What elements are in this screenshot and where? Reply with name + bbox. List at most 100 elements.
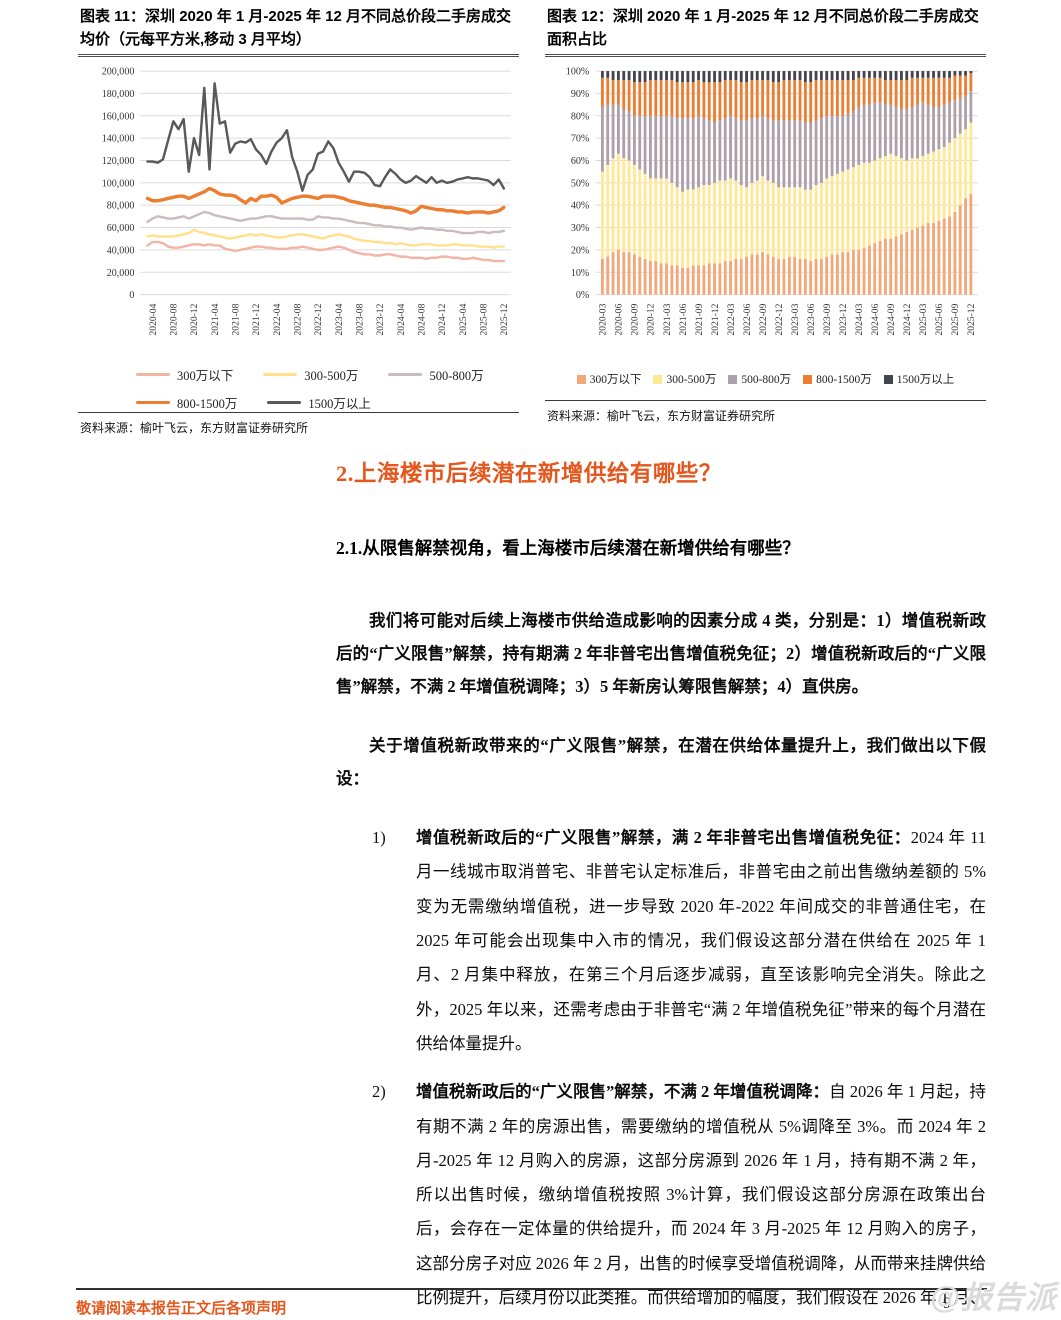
svg-text:2022-12: 2022-12 <box>313 303 324 335</box>
svg-text:2022-06: 2022-06 <box>742 303 753 335</box>
svg-text:80%: 80% <box>571 111 590 122</box>
legend-label: 800-1500万 <box>816 374 872 387</box>
list-item-2: 2) 增值税新政后的“广义限售”解禁，不满 2 年增值税调降：自 2026 年 … <box>336 1075 986 1320</box>
legend-label: 300-500万 <box>304 369 359 384</box>
svg-text:60%: 60% <box>571 156 590 167</box>
legend-swatch <box>728 374 738 384</box>
svg-text:2021-09: 2021-09 <box>694 303 705 335</box>
subsection-heading: 2.1.从限售解禁视角，看上海楼市后续潜在新增供给有哪些？ <box>336 538 800 558</box>
svg-text:2025-08: 2025-08 <box>478 303 489 335</box>
svg-text:2025-06: 2025-06 <box>934 303 945 335</box>
footer-divider <box>76 1288 987 1290</box>
legend-swatch <box>883 374 893 384</box>
svg-text:200,000: 200,000 <box>102 67 135 78</box>
svg-text:2022-09: 2022-09 <box>758 303 769 335</box>
svg-text:2021-03: 2021-03 <box>662 303 673 335</box>
legend-label: 300万以下 <box>589 374 642 387</box>
item-1-lead: 增值税新政后的“广义限售”解禁，满 2 年非普宅出售增值税免征： <box>416 828 911 847</box>
svg-text:2024-04: 2024-04 <box>396 303 407 335</box>
legend-label: 300-500万 <box>666 374 717 387</box>
svg-text:2023-06: 2023-06 <box>806 303 817 335</box>
legend-item: 500-800万 <box>728 371 791 387</box>
svg-text:2024-08: 2024-08 <box>416 303 427 335</box>
svg-text:40%: 40% <box>571 201 590 212</box>
svg-text:180,000: 180,000 <box>102 89 135 100</box>
svg-text:90%: 90% <box>571 89 590 100</box>
svg-text:2023-03: 2023-03 <box>790 303 801 335</box>
item-1-number: 1) <box>372 828 386 847</box>
svg-text:2024-12: 2024-12 <box>437 303 448 335</box>
figure-11: 图表 11：深圳 2020 年 1 月-2025 年 12 月不同总价段二手房成… <box>78 6 519 435</box>
item-1-text: 增值税新政后的“广义限售”解禁，满 2 年非普宅出售增值税免征：2024 年 1… <box>416 821 986 1061</box>
legend-item: 300-500万 <box>263 365 358 384</box>
legend-label: 500-800万 <box>741 374 792 387</box>
item-1-body: 2024 年 11 月一线城市取消普宅、非普宅认定标准后，非普宅由之前出售缴纳差… <box>416 828 987 1053</box>
svg-text:50%: 50% <box>571 178 590 189</box>
area-share-stacked-bar-chart: 0% 10% 20% 30% 40% 50% 60% 70% 80% 90% 100% 2020-03… <box>545 61 986 363</box>
svg-text:2020-03: 2020-03 <box>598 303 609 335</box>
legend-item: 300万以下 <box>576 371 642 387</box>
footer: 9 敬请阅读本报告正文后各项声明 <box>76 1288 987 1318</box>
svg-text:80,000: 80,000 <box>107 201 135 212</box>
svg-text:70%: 70% <box>571 134 590 145</box>
legend-item: 300万以下 <box>136 365 233 384</box>
svg-text:30%: 30% <box>571 223 590 234</box>
figure-12: 图表 12：深圳 2020 年 1 月-2025 年 12 月不同总价段二手房成… <box>545 6 986 426</box>
svg-text:0: 0 <box>129 290 134 301</box>
legend-label: 1500万以上 <box>896 374 955 387</box>
svg-text:40,000: 40,000 <box>107 245 135 256</box>
figure-11-source-note: 资料来源：榆叶飞云，东方财富证券研究所 <box>78 412 519 438</box>
svg-text:2020-08: 2020-08 <box>169 303 180 335</box>
svg-text:100,000: 100,000 <box>102 178 135 189</box>
svg-text:2020-04: 2020-04 <box>148 303 159 335</box>
legend-item: 1500万以上 <box>267 393 371 412</box>
svg-text:2020-12: 2020-12 <box>189 303 200 335</box>
legend-item: 800-1500万 <box>136 393 237 412</box>
svg-text:0%: 0% <box>576 290 590 301</box>
footer-disclaimer: 敬请阅读本报告正文后各项声明 <box>76 1300 287 1317</box>
section-2-content: 2.上海楼市后续潜在新增供给有哪些？ 2.1.从限售解禁视角，看上海楼市后续潜在… <box>336 456 986 1320</box>
svg-text:140,000: 140,000 <box>102 134 135 145</box>
legend-swatch <box>576 374 586 384</box>
watermark: @报告派 <box>929 1280 1057 1315</box>
svg-text:2021-08: 2021-08 <box>230 303 241 335</box>
item-2-number: 2) <box>372 1082 386 1102</box>
legend-swatch <box>653 374 663 384</box>
legend-label: 500-800万 <box>429 369 484 384</box>
svg-text:2022-03: 2022-03 <box>726 303 737 335</box>
item-2-text: 增值税新政后的“广义限售”解禁，不满 2 年增值税调降：自 2026 年 1 月… <box>416 1075 986 1320</box>
paragraph-assumption-intro: 关于增值税新政带来的“广义限售”解禁，在潜在供给体量提升上，我们做出以下假设： <box>336 736 986 788</box>
legend-label: 300万以下 <box>177 369 234 384</box>
svg-text:120,000: 120,000 <box>102 156 135 167</box>
legend-swatch <box>388 372 423 377</box>
legend-label: 1500万以上 <box>308 397 371 412</box>
svg-text:2025-04: 2025-04 <box>458 303 469 335</box>
line-chart-legend: 300万以下 300-500万 500-800万 800-1500万 1500万以上 <box>78 365 519 412</box>
svg-text:60,000: 60,000 <box>107 223 135 234</box>
svg-text:2021-12: 2021-12 <box>710 303 721 335</box>
svg-text:2022-04: 2022-04 <box>272 303 283 335</box>
svg-text:2020-12: 2020-12 <box>646 303 657 335</box>
svg-text:2023-08: 2023-08 <box>354 303 365 335</box>
legend-label: 800-1500万 <box>177 397 238 412</box>
svg-text:2024-12: 2024-12 <box>902 303 913 335</box>
avg-price-line-chart: 0 20,000 40,000 60,000 80,000 100,000 120,000 1… <box>78 61 519 363</box>
assumption-list: 1) 增值税新政后的“广义限售”解禁，满 2 年非普宅出售增值税免征：2024 … <box>336 821 986 1320</box>
item-2-lead: 增值税新政后的“广义限售”解禁，不满 2 年增值税调降： <box>416 1082 830 1102</box>
page-number: 9 <box>943 1295 951 1312</box>
legend-swatch <box>263 372 298 377</box>
svg-text:2022-12: 2022-12 <box>774 303 785 335</box>
item-2-body: 自 2026 年 1 月起，持有期不满 2 年的房源出售，需要缴纳的增值税从 5… <box>416 1082 987 1308</box>
svg-text:2021-12: 2021-12 <box>251 303 262 335</box>
svg-text:2023-09: 2023-09 <box>822 303 833 335</box>
section-heading: 2.上海楼市后续潜在新增供给有哪些？ <box>336 461 722 486</box>
legend-item: 500-800万 <box>388 365 484 384</box>
svg-text:2025-12: 2025-12 <box>966 303 977 335</box>
stacked-chart-legend: 300万以下 300-500万 500-800万 800-1500万 1500万以上 <box>545 371 986 387</box>
svg-text:160,000: 160,000 <box>102 111 135 122</box>
svg-text:2021-06: 2021-06 <box>678 303 689 335</box>
legend-swatch <box>136 372 170 377</box>
legend-item: 300-500万 <box>653 371 716 387</box>
legend-row: 300万以下 300-500万 500-800万 <box>136 365 519 384</box>
